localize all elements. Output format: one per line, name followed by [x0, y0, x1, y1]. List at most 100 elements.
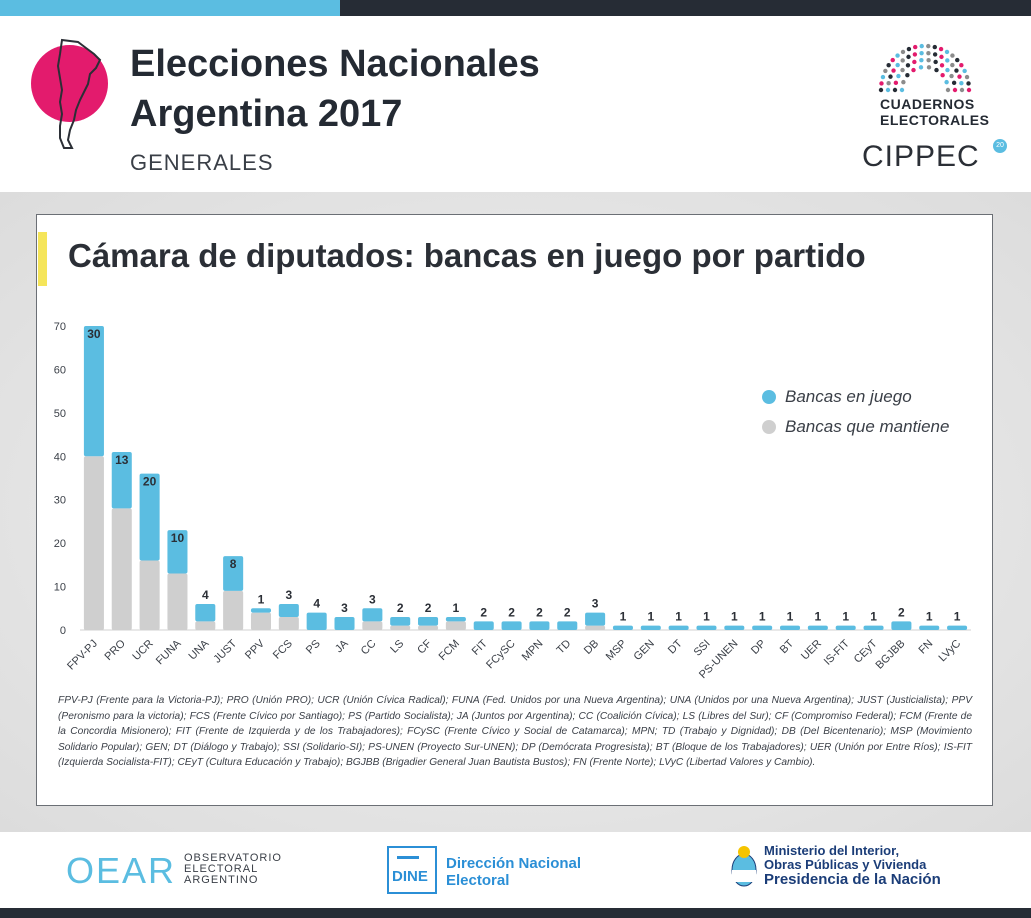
hemicycle-seat [934, 67, 939, 73]
abbreviations-footnote: FPV-PJ (Frente para la Victoria-PJ); PRO… [58, 695, 972, 769]
x-tick-label: PS [304, 638, 323, 657]
hemicycle-seat [913, 44, 918, 50]
bar-mantiene [445, 621, 466, 630]
data-label: 1 [815, 610, 822, 624]
hemicycle-seat [905, 63, 911, 68]
hemicycle-seat [962, 68, 967, 74]
bottom-bar [0, 908, 1031, 918]
data-label: 3 [285, 588, 292, 602]
x-tick-label: IS-FIT [822, 637, 852, 667]
data-label: 2 [480, 605, 487, 619]
bar-juego [612, 625, 633, 630]
hemicycle-seat [938, 46, 944, 52]
bar-mantiene [362, 621, 383, 630]
hemicycle-seat [957, 74, 962, 79]
dine-logo: DINE [387, 846, 437, 894]
x-tick-label: LS [388, 638, 406, 656]
hemicycle-seat [955, 57, 960, 63]
dine-logo-text: DINE [392, 868, 428, 885]
hemicycle-seat [944, 49, 950, 55]
bar-juego [83, 326, 104, 457]
page-title-line1: Elecciones Nacionales [130, 43, 540, 85]
data-label: 30 [87, 327, 101, 341]
hemicycle-seat [939, 54, 944, 60]
bar-juego [334, 616, 355, 630]
cippec-badge: 20 [993, 139, 1007, 153]
bar-mantiene [195, 621, 216, 630]
hemicycle-seat [964, 74, 970, 80]
hemicycle-seat [886, 81, 891, 86]
hemicycle-seat [945, 67, 950, 73]
data-label: 1 [926, 610, 933, 624]
bar-juego [919, 625, 940, 630]
oear-sub3: ARGENTINO [184, 874, 259, 886]
bar-juego [752, 625, 773, 630]
data-label: 20 [143, 475, 157, 489]
cuadernos-label: CUADERNOS [880, 96, 975, 112]
hemicycle-seat [944, 79, 949, 85]
hemicycle-seat [919, 43, 924, 49]
data-label: 1 [759, 610, 766, 624]
bar-juego [139, 473, 160, 561]
hemicycle-seat [886, 63, 891, 68]
hemicycle-seat [940, 73, 945, 78]
hemicycle-seat [932, 52, 938, 57]
hemicycle-seat [899, 87, 905, 93]
hemicycle-seat [945, 58, 950, 63]
hemicycle-seat [885, 87, 891, 93]
bar-juego [807, 625, 828, 630]
hemicycle-seat [919, 50, 924, 56]
bar-juego [835, 625, 856, 630]
hemicycle-seat [952, 87, 958, 93]
bar-juego [362, 608, 383, 622]
legend-swatch-blue [762, 390, 776, 404]
hemicycle-seat [900, 49, 906, 55]
bar-juego [501, 621, 522, 630]
chart-legend: Bancas en juego Bancas que mantiene [762, 382, 949, 442]
bar-juego [724, 625, 745, 630]
data-label: 1 [870, 610, 877, 624]
data-label: 1 [258, 592, 265, 606]
x-tick-label: DP [749, 638, 768, 657]
y-tick-label: 0 [60, 625, 66, 637]
bar-juego [223, 556, 244, 591]
hemicycle-seat [900, 58, 905, 63]
data-label: 1 [620, 610, 627, 624]
hemicycle-seat [883, 68, 888, 74]
x-tick-label: UNA [187, 637, 212, 662]
hemicycle-seat [918, 65, 924, 70]
y-tick-label: 40 [54, 451, 66, 463]
hemicycle-seat [893, 80, 899, 86]
bar-mantiene [111, 508, 132, 630]
hemicycle-seat [954, 68, 959, 73]
data-label: 3 [592, 597, 599, 611]
x-tick-label: MSP [604, 638, 629, 663]
x-tick-label: UCR [130, 638, 155, 663]
x-tick-label: JUST [211, 637, 239, 665]
x-tick-label: FN [916, 638, 935, 657]
oear-sub1: OBSERVATORIO [184, 852, 282, 864]
bar-mantiene [223, 590, 244, 630]
hemicycle-seat [906, 54, 911, 60]
x-tick-label: FIT [470, 637, 490, 657]
page-subtitle: GENERALES [130, 150, 274, 175]
hemicycle-seat [901, 79, 906, 85]
y-tick-label: 30 [54, 495, 66, 507]
bar-juego [390, 616, 411, 626]
hemicycle-seat [959, 63, 964, 68]
data-label: 2 [508, 605, 515, 619]
hemicycle-seat [950, 62, 955, 68]
dine-logo-line [397, 856, 419, 859]
oear-logo: OEAR [66, 850, 177, 891]
data-label: 1 [787, 610, 794, 624]
bar-juego [557, 621, 578, 630]
x-tick-label: BT [778, 637, 797, 656]
hemicycle-seat [951, 80, 957, 86]
hemicycle-seat [905, 73, 910, 78]
data-label: 8 [230, 557, 237, 571]
x-tick-label: FCM [437, 638, 462, 663]
bar-juego [863, 625, 884, 630]
bar-juego [278, 603, 299, 617]
x-tick-label: MPN [520, 638, 546, 664]
bar-juego [167, 530, 188, 574]
